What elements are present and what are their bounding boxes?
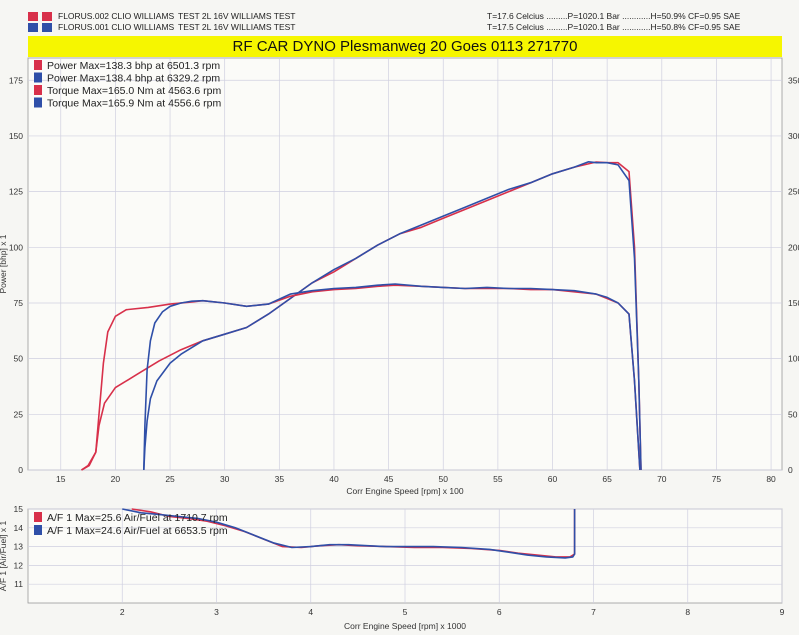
dyno-banner: RF CAR DYNO Plesmanweg 20 Goes 0113 2717…: [28, 36, 782, 57]
chart2-x-tick-label: 9: [780, 607, 785, 617]
chart2-x-tick-label: 4: [308, 607, 313, 617]
chart2-x-tick-label: 3: [214, 607, 219, 617]
chart1-y-tick-label: 100: [9, 242, 23, 252]
chart1-x-tick-label: 20: [111, 474, 121, 484]
chart1-y-axis-label: Power [bhp] x 1: [0, 234, 8, 293]
chart2-x-axis-label: Corr Engine Speed [rpm] x 1000: [344, 621, 466, 631]
chart1-x-tick-label: 80: [766, 474, 776, 484]
chart1-x-tick-label: 75: [712, 474, 722, 484]
run-2-swatch-a: [28, 23, 38, 32]
chart1-x-tick-label: 65: [602, 474, 612, 484]
chart1-legend-label: Torque Max=165.0 Nm at 4563.6 rpm: [47, 85, 221, 97]
chart2-y-tick-label: 11: [14, 579, 23, 589]
chart2-y-tick-label: 14: [14, 523, 24, 533]
run-2-test: TEST 2L 16V WILLIAMS TEST: [178, 22, 296, 32]
chart1-y-tick-label: 0: [18, 465, 23, 475]
chart2-y-tick-label: 12: [14, 560, 24, 570]
run-2-conditions: T=17.5 Celcius .........P=1020.1 Bar ...…: [487, 22, 741, 32]
chart1-right-tick-label: 200: [788, 242, 799, 252]
chart1-legend-label: Torque Max=165.9 Nm at 4556.6 rpm: [47, 98, 221, 110]
chart1-right-tick-label: 100: [788, 354, 799, 364]
chart2-x-tick-label: 7: [591, 607, 596, 617]
chart1-right-tick-label: 350: [788, 75, 799, 85]
chart1-series-4-line: [143, 283, 641, 471]
chart1-x-tick-label: 30: [220, 474, 230, 484]
chart1-x-tick-label: 50: [439, 474, 449, 484]
chart2-legend-label: A/F 1 Max=24.6 Air/Fuel at 6653.5 rpm: [47, 525, 228, 537]
chart1-x-tick-label: 35: [275, 474, 285, 484]
chart2-series-2-line: [122, 508, 576, 559]
chart1-x-tick-label: 45: [384, 474, 394, 484]
run-2-swatch-b: [42, 23, 52, 32]
run-1-test: TEST 2L 16V WILLIAMS TEST: [178, 11, 296, 21]
chart1-series-2-line: [143, 161, 642, 471]
chart1-y-tick-label: 25: [14, 409, 24, 419]
chart2-y-tick-label: 13: [14, 542, 24, 552]
chart1-frame: [27, 57, 783, 471]
chart1-y-tick-label: 150: [9, 131, 23, 141]
chart1-right-tick-label: 50: [788, 409, 798, 419]
chart1-legend-swatch: [34, 97, 42, 108]
chart1-x-tick-label: 40: [329, 474, 339, 484]
chart1-legend-swatch: [34, 72, 42, 83]
chart1-x-tick-label: 25: [165, 474, 175, 484]
chart2-legend-swatch: [34, 512, 42, 522]
chart2-legend-swatch: [34, 525, 42, 535]
chart1-right-tick-label: 250: [788, 187, 799, 197]
run-1-swatch-b: [42, 12, 52, 21]
chart1-right-tick-label: 300: [788, 131, 799, 141]
chart2-legend-label: A/F 1 Max=25.6 Air/Fuel at 1710.7 rpm: [47, 512, 228, 524]
chart1-legend-label: Power Max=138.3 bhp at 6501.3 rpm: [47, 60, 220, 72]
run-1-file: FLORUS.002 CLIO WILLIAMS: [58, 11, 175, 21]
chart1-legend-swatch: [34, 60, 42, 70]
run-2-file: FLORUS.001 CLIO WILLIAMS: [58, 22, 175, 32]
chart2-x-tick-label: 8: [685, 607, 690, 617]
chart1-legend-swatch: [34, 85, 42, 95]
run-1-conditions: T=17.6 Celcius .........P=1020.1 Bar ...…: [487, 11, 741, 21]
chart1-x-tick-label: 15: [56, 474, 66, 484]
chart2-x-tick-label: 6: [497, 607, 502, 617]
chart1-y-tick-label: 125: [9, 187, 23, 197]
chart1-x-tick-label: 55: [493, 474, 503, 484]
chart1-y-tick-label: 75: [14, 298, 24, 308]
chart1-y-tick-label: 175: [9, 75, 23, 85]
chart1-legend-label: Power Max=138.4 bhp at 6329.2 rpm: [47, 73, 220, 85]
chart1-x-axis-label: Corr Engine Speed [rpm] x 100: [346, 486, 463, 496]
chart1-right-tick-label: 150: [788, 298, 799, 308]
chart1-x-tick-label: 70: [657, 474, 667, 484]
chart1-right-tick-label: 0: [788, 465, 793, 475]
chart2-x-tick-label: 5: [403, 607, 408, 617]
chart2-y-axis-label: A/F 1 [Air/Fuel] x 1: [0, 521, 8, 592]
chart2-x-tick-label: 2: [120, 607, 125, 617]
chart1-y-tick-label: 50: [14, 354, 24, 364]
chart1-x-tick-label: 60: [548, 474, 558, 484]
run-1-swatch-a: [28, 12, 38, 21]
chart2-y-tick-label: 15: [14, 504, 24, 514]
